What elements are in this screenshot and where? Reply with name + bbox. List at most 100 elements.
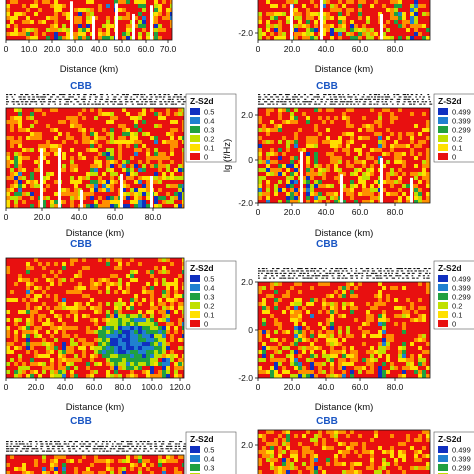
heatmap-cell <box>378 374 382 378</box>
heatmap-cell <box>374 160 378 164</box>
heatmap-cell <box>94 136 98 140</box>
noise-mark <box>160 448 164 450</box>
heatmap-cell <box>154 20 158 24</box>
heatmap-cell <box>174 278 178 282</box>
heatmap-cell <box>162 471 166 474</box>
heatmap-cell <box>82 132 86 136</box>
heatmap-cell <box>414 24 418 28</box>
heatmap-cell <box>310 184 314 188</box>
heatmap-cell <box>102 204 106 208</box>
heatmap-cell <box>266 454 270 458</box>
heatmap-cell <box>378 342 382 346</box>
noise-mark <box>132 94 137 96</box>
heatmap-cell <box>414 156 418 160</box>
heatmap-cell <box>90 192 94 196</box>
heatmap-cell <box>98 164 102 168</box>
heatmap-cell <box>62 188 66 192</box>
heatmap-cell <box>30 136 34 140</box>
heatmap-cell <box>162 16 166 20</box>
heatmap-cell <box>182 286 184 290</box>
heatmap-cell <box>114 362 118 366</box>
panel-title: CBB <box>70 416 92 427</box>
heatmap-cell <box>122 362 126 366</box>
heatmap-cell <box>422 454 426 458</box>
heatmap-cell <box>182 176 184 180</box>
heatmap-cell <box>406 132 410 136</box>
heatmap-cell <box>18 136 22 140</box>
heatmap-cell <box>82 36 86 40</box>
noise-mark <box>282 96 284 98</box>
heatmap-cell <box>70 338 74 342</box>
heatmap-cell <box>50 366 54 370</box>
heatmap-cell <box>106 370 110 374</box>
heatmap-cell <box>274 290 278 294</box>
heatmap-cell <box>118 164 122 168</box>
noise-mark <box>422 270 425 272</box>
noise-mark <box>35 448 39 450</box>
heatmap-cell <box>286 192 290 196</box>
heatmap-cell <box>350 306 354 310</box>
heatmap-cell <box>18 370 22 374</box>
heatmap-cell <box>22 334 26 338</box>
heatmap-cell <box>306 172 310 176</box>
heatmap-cell <box>90 108 94 112</box>
heatmap-cell <box>314 354 318 358</box>
heatmap-cell <box>102 152 106 156</box>
heatmap-cell <box>402 192 406 196</box>
heatmap-cell <box>382 24 386 28</box>
heatmap-cell <box>114 180 118 184</box>
heatmap-cell <box>318 108 322 112</box>
heatmap-cell <box>18 124 22 128</box>
heatmap-cell <box>182 294 184 298</box>
heatmap-cell <box>14 184 18 188</box>
heatmap-cell <box>98 196 102 200</box>
noise-mark <box>287 277 291 279</box>
heatmap-cell <box>374 294 378 298</box>
heatmap-cell <box>14 16 18 20</box>
heatmap-cell <box>182 330 184 334</box>
heatmap-cell <box>314 4 318 8</box>
legend-swatch <box>190 108 200 115</box>
noise-mark <box>333 270 338 272</box>
noise-mark <box>407 98 410 100</box>
noise-mark <box>337 275 341 277</box>
heatmap-cell <box>146 459 150 463</box>
heatmap-cell <box>38 286 42 290</box>
noise-mark <box>275 96 279 98</box>
heatmap-cell <box>34 326 38 330</box>
heatmap-cell <box>350 172 354 176</box>
noise-mark <box>329 96 332 98</box>
heatmap-cell <box>322 4 326 8</box>
heatmap-cell <box>262 450 266 454</box>
heatmap-cell <box>426 374 430 378</box>
heatmap-cell <box>150 136 154 140</box>
legend-swatch <box>438 108 448 115</box>
heatmap-cell <box>362 334 366 338</box>
heatmap-cell <box>414 176 418 180</box>
heatmap-cell <box>266 36 270 40</box>
heatmap-cell <box>106 463 110 467</box>
heatmap-cell <box>82 108 86 112</box>
heatmap-cell <box>294 136 298 140</box>
heatmap-cell <box>350 136 354 140</box>
noise-mark <box>89 96 92 98</box>
heatmap-cell <box>118 262 122 266</box>
heatmap-cell <box>106 28 110 32</box>
heatmap-cell <box>342 286 346 290</box>
heatmap-cell <box>266 140 270 144</box>
heatmap-cell <box>78 302 82 306</box>
noise-mark <box>117 448 122 450</box>
noise-mark <box>415 94 418 96</box>
legend-swatch <box>438 446 448 453</box>
heatmap-cell <box>402 16 406 20</box>
heatmap-cell <box>98 342 102 346</box>
heatmap-cell <box>150 286 154 290</box>
heatmap-cell <box>310 188 314 192</box>
heatmap-cell <box>14 120 18 124</box>
heatmap-cell <box>406 366 410 370</box>
heatmap-cell <box>382 32 386 36</box>
heatmap-cell <box>138 128 142 132</box>
heatmap-cell <box>282 470 286 474</box>
heatmap-cell <box>274 350 278 354</box>
